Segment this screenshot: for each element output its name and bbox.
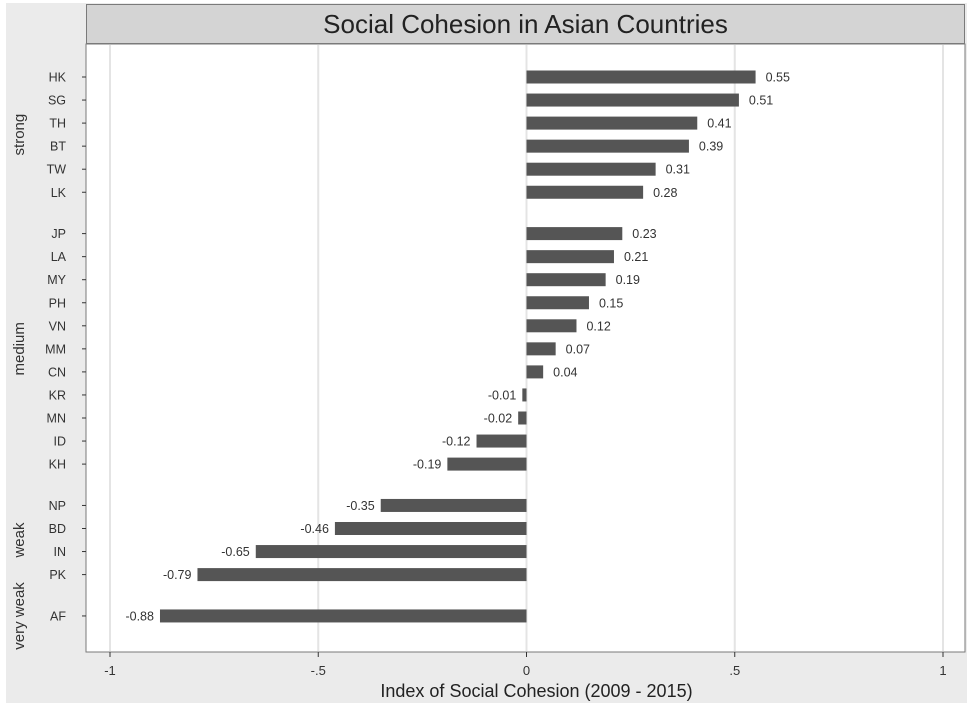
category-label: TW — [47, 163, 67, 177]
bar — [526, 250, 614, 264]
value-label: -0.35 — [346, 499, 375, 513]
x-tick-label: -1 — [104, 663, 116, 678]
bar — [526, 342, 556, 356]
bar — [526, 162, 656, 176]
bar — [526, 227, 623, 241]
value-label: -0.12 — [442, 435, 471, 449]
category-label: ID — [54, 435, 67, 449]
bar — [518, 411, 527, 425]
value-label: 0.23 — [632, 227, 656, 241]
category-label: LK — [51, 186, 67, 200]
value-label: -0.46 — [300, 522, 329, 536]
category-label: BT — [50, 140, 66, 154]
category-label: CN — [48, 365, 66, 379]
category-label: SG — [48, 94, 66, 108]
value-label: 0.41 — [707, 117, 731, 131]
group-label: medium — [11, 322, 28, 375]
value-label: -0.65 — [221, 545, 250, 559]
bar — [526, 185, 644, 199]
category-label: KR — [49, 388, 66, 402]
x-tick-label: 0 — [523, 663, 530, 678]
category-label: KH — [49, 458, 66, 472]
category-label: VN — [49, 319, 66, 333]
value-label: 0.55 — [766, 71, 790, 85]
chart-title: Social Cohesion in Asian Countries — [323, 8, 728, 39]
bar — [526, 70, 756, 84]
category-label: HK — [49, 71, 67, 85]
value-label: 0.51 — [749, 94, 773, 108]
value-label: 0.07 — [566, 342, 590, 356]
value-label: -0.02 — [484, 412, 513, 426]
x-tick-label: -.5 — [311, 663, 326, 678]
category-label: IN — [54, 545, 67, 559]
x-tick-label: .5 — [729, 663, 740, 678]
chart-title-box: Social Cohesion in Asian Countries — [86, 4, 965, 44]
category-label: LA — [51, 250, 67, 264]
category-label: PK — [49, 568, 66, 582]
bar — [526, 365, 544, 379]
bar — [197, 568, 527, 582]
category-label: JP — [51, 227, 66, 241]
value-label: 0.28 — [653, 186, 677, 200]
bar — [255, 545, 527, 559]
bar — [334, 522, 527, 535]
value-label: -0.79 — [163, 568, 192, 582]
group-label: very weak — [11, 582, 28, 650]
bar — [476, 434, 527, 448]
bar — [159, 609, 527, 623]
bar — [526, 93, 739, 107]
x-axis-label: Index of Social Cohesion (2009 - 2015) — [380, 681, 692, 701]
bar — [526, 116, 698, 130]
value-label: 0.31 — [666, 163, 690, 177]
category-label: PH — [49, 296, 66, 310]
value-label: 0.15 — [599, 296, 623, 310]
group-label: strong — [11, 114, 28, 156]
bar — [522, 388, 527, 402]
bar — [380, 498, 527, 512]
value-label: 0.39 — [699, 140, 723, 154]
bar — [526, 319, 577, 333]
category-label: MN — [47, 412, 66, 426]
bar — [526, 296, 589, 310]
value-label: 0.12 — [586, 319, 610, 333]
value-label: 0.04 — [553, 365, 577, 379]
value-label: 0.21 — [624, 250, 648, 264]
category-label: TH — [49, 117, 66, 131]
x-tick-label: 1 — [939, 663, 946, 678]
category-label: MM — [45, 342, 66, 356]
value-label: -0.88 — [125, 609, 154, 623]
value-label: -0.01 — [488, 388, 517, 402]
group-label: weak — [11, 522, 28, 559]
value-label: -0.19 — [413, 458, 442, 472]
bar — [526, 273, 606, 287]
bar — [447, 457, 527, 471]
category-label: AF — [50, 609, 66, 623]
category-label: BD — [49, 522, 66, 536]
value-label: 0.19 — [616, 273, 640, 287]
category-label: NP — [49, 499, 66, 513]
category-label: MY — [47, 273, 66, 287]
bar — [526, 139, 689, 153]
